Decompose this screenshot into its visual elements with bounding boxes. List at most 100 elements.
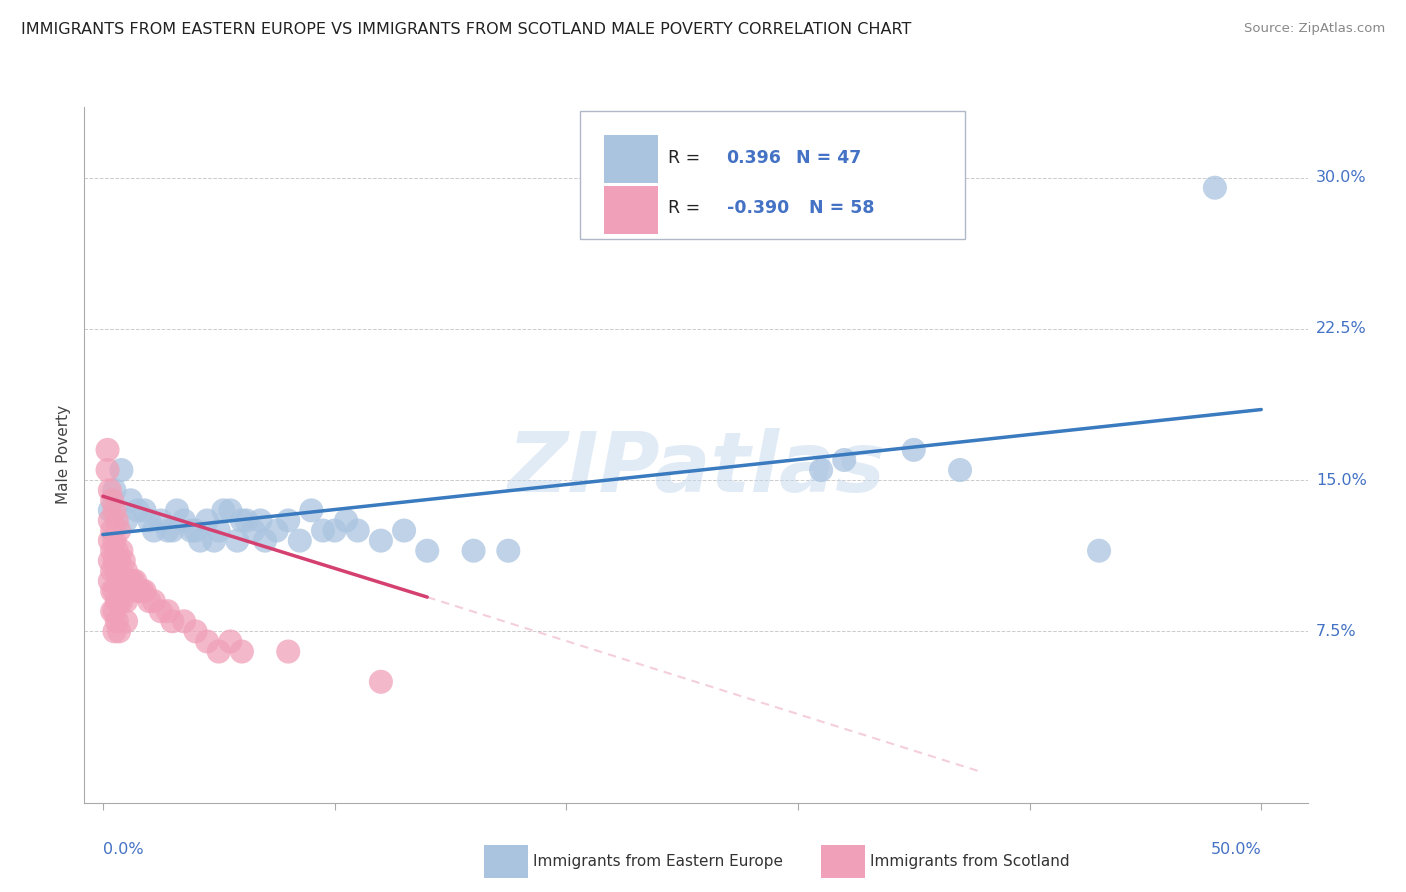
Point <box>98 503 121 517</box>
Text: 15.0%: 15.0% <box>1316 473 1367 488</box>
Point <box>346 524 368 538</box>
Point <box>115 615 138 629</box>
Point <box>110 543 132 558</box>
Point <box>370 533 392 548</box>
Point <box>101 604 124 618</box>
Text: ZIPatlas: ZIPatlas <box>508 428 884 509</box>
Point <box>98 513 121 527</box>
Point <box>903 442 925 457</box>
Text: R =: R = <box>668 199 706 217</box>
Point <box>138 594 160 608</box>
Text: 50.0%: 50.0% <box>1211 842 1261 856</box>
Point <box>105 594 128 608</box>
Point <box>103 624 125 639</box>
Point <box>120 493 142 508</box>
Point <box>235 513 257 527</box>
Point <box>219 503 242 517</box>
Point <box>323 524 346 538</box>
Point <box>96 463 118 477</box>
Point <box>103 503 125 517</box>
Point <box>277 513 299 527</box>
Y-axis label: Male Poverty: Male Poverty <box>56 405 72 505</box>
Point <box>112 584 135 599</box>
Point <box>103 604 125 618</box>
Text: 22.5%: 22.5% <box>1316 321 1367 336</box>
Point <box>249 513 271 527</box>
Point <box>266 524 288 538</box>
Point <box>180 524 202 538</box>
Point <box>117 574 139 588</box>
Point <box>103 554 125 568</box>
Point <box>810 463 832 477</box>
FancyBboxPatch shape <box>579 111 965 239</box>
Point <box>832 453 855 467</box>
Point <box>149 604 172 618</box>
Point <box>195 634 218 648</box>
Point <box>142 594 165 608</box>
Point <box>208 524 231 538</box>
Point <box>166 503 188 517</box>
Point <box>101 543 124 558</box>
Text: Immigrants from Scotland: Immigrants from Scotland <box>870 854 1070 869</box>
Point <box>138 513 160 527</box>
Point <box>120 574 142 588</box>
Text: IMMIGRANTS FROM EASTERN EUROPE VS IMMIGRANTS FROM SCOTLAND MALE POVERTY CORRELAT: IMMIGRANTS FROM EASTERN EUROPE VS IMMIGR… <box>21 22 911 37</box>
Point <box>105 564 128 578</box>
Point <box>110 574 132 588</box>
Point <box>131 584 153 599</box>
Point <box>105 513 128 527</box>
Point <box>188 533 211 548</box>
Point <box>108 554 131 568</box>
Text: 0.396: 0.396 <box>727 149 782 167</box>
Point <box>115 513 138 527</box>
Point <box>299 503 322 517</box>
Text: R =: R = <box>668 149 706 167</box>
Point <box>112 554 135 568</box>
FancyBboxPatch shape <box>605 136 658 184</box>
Point <box>101 493 124 508</box>
Point <box>195 513 218 527</box>
Point <box>173 513 195 527</box>
Point <box>142 524 165 538</box>
Point <box>149 513 172 527</box>
Point <box>370 674 392 689</box>
Point <box>110 463 132 477</box>
Point <box>108 594 131 608</box>
Point <box>219 634 242 648</box>
Point <box>115 594 138 608</box>
Point <box>108 574 131 588</box>
Point <box>416 543 439 558</box>
Point <box>156 604 179 618</box>
Text: N = 58: N = 58 <box>808 199 875 217</box>
Point <box>312 524 335 538</box>
Point <box>208 644 231 658</box>
Point <box>156 524 179 538</box>
Text: N = 47: N = 47 <box>796 149 862 167</box>
Point <box>226 533 249 548</box>
Point <box>127 584 149 599</box>
Point <box>173 615 195 629</box>
FancyBboxPatch shape <box>821 845 865 878</box>
Point <box>105 615 128 629</box>
Point <box>98 483 121 498</box>
Point <box>184 624 207 639</box>
FancyBboxPatch shape <box>605 186 658 234</box>
Point <box>463 543 485 558</box>
Point <box>105 543 128 558</box>
Point <box>101 564 124 578</box>
Point <box>108 624 131 639</box>
Point <box>103 483 125 498</box>
Point <box>115 564 138 578</box>
Point <box>122 574 145 588</box>
Point <box>101 524 124 538</box>
Point <box>949 463 972 477</box>
Point <box>254 533 277 548</box>
Point <box>242 524 264 538</box>
Point <box>184 524 207 538</box>
Point <box>231 513 253 527</box>
Point <box>98 533 121 548</box>
Point <box>101 584 124 599</box>
Point <box>124 574 146 588</box>
Text: 7.5%: 7.5% <box>1316 624 1357 639</box>
Point <box>162 524 184 538</box>
